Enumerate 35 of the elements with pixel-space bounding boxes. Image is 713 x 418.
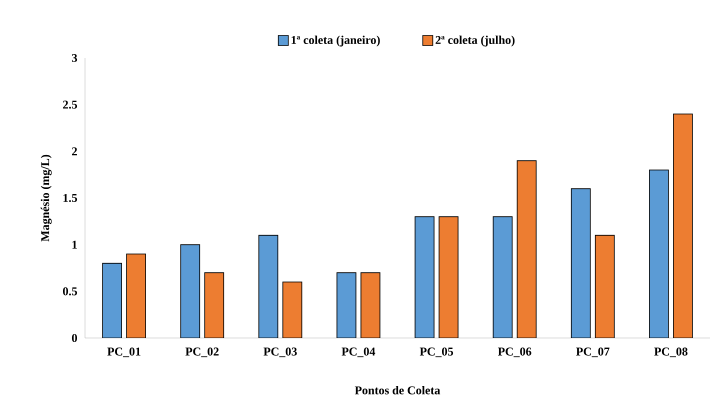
bar [492,216,513,338]
bar [180,244,200,338]
legend-label: 2ª coleta (julho) [436,36,515,46]
y-tick-label: 2 [72,147,77,156]
x-tick-label: PC_04 [342,348,376,358]
bar [570,188,591,338]
y-tick-label: 1 [72,240,77,249]
bar [282,282,302,338]
x-tick-label: PC_02 [185,348,219,358]
y-tick-label: 0 [72,334,78,342]
bar [360,272,380,338]
x-axis-title: Pontos de Coleta [354,386,440,394]
bar [258,234,278,338]
bar [126,254,146,338]
x-tick-label: PC_08 [654,348,688,358]
y-tick-label: 3 [72,54,78,62]
y-axis-title: Magnésio (mg/L) [40,154,52,242]
bar [594,234,615,338]
x-tick-label: PC_03 [264,348,297,358]
y-tick-label: 2.5 [63,100,78,109]
bar [414,216,434,338]
legend-label: 1ª coleta (janeiro) [292,36,380,46]
bar [516,160,537,338]
x-tick-label: PC_06 [498,348,532,358]
bar [649,170,669,338]
y-tick-label: 0.5 [62,287,78,296]
bar [336,272,356,338]
x-tick-label: PC_07 [576,348,610,358]
x-tick-label: PC_01 [107,348,140,358]
bar [438,216,458,338]
x-tick-label: PC_05 [420,348,454,358]
bar [102,262,122,338]
bar [204,272,224,338]
y-tick-label: 1.5 [63,194,78,202]
bar [673,114,693,338]
